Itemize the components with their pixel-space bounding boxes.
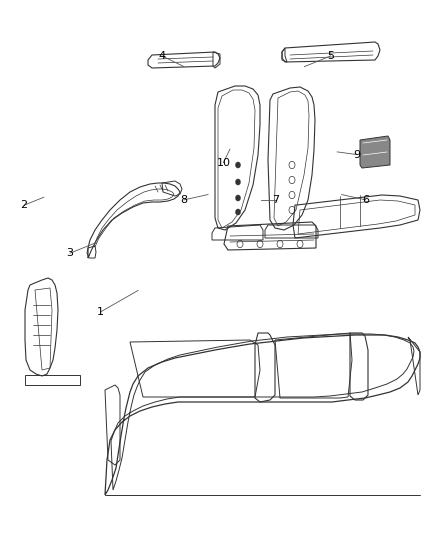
Text: 9: 9 xyxy=(353,150,360,159)
Circle shape xyxy=(236,162,240,168)
Text: 1: 1 xyxy=(97,307,104,317)
Circle shape xyxy=(236,209,240,215)
Text: 8: 8 xyxy=(180,195,187,205)
Text: 3: 3 xyxy=(67,248,74,258)
Text: 7: 7 xyxy=(272,195,279,205)
Polygon shape xyxy=(360,136,390,168)
Text: 5: 5 xyxy=(327,51,334,61)
Text: 2: 2 xyxy=(21,200,28,210)
Text: 6: 6 xyxy=(362,195,369,205)
Text: 4: 4 xyxy=(159,51,166,61)
Circle shape xyxy=(236,179,240,185)
Circle shape xyxy=(236,195,240,201)
Text: 10: 10 xyxy=(216,158,230,167)
